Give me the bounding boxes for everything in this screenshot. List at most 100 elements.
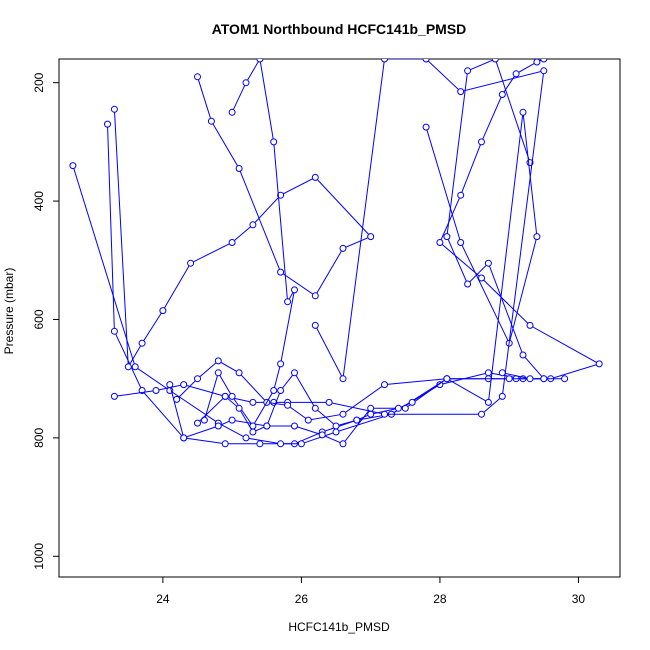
x-tick-label: 30 [572, 592, 586, 606]
data-point [124, 363, 132, 371]
data-point [311, 321, 319, 329]
data-point [110, 392, 118, 400]
data-point [436, 239, 444, 246]
data-point [484, 398, 492, 406]
data-point [457, 191, 465, 199]
data-point [484, 259, 492, 267]
data-point [533, 59, 541, 66]
data-point [422, 123, 430, 131]
data-point [194, 419, 201, 427]
series-line-5 [114, 59, 545, 415]
x-axis-label: HCFC141b_PMSD [288, 620, 390, 634]
series-line-1 [107, 59, 601, 445]
data-point [540, 375, 548, 383]
data-point [478, 138, 485, 146]
data-point [422, 59, 430, 63]
data-point [311, 173, 319, 181]
data-point [207, 117, 215, 125]
series-line-2 [72, 59, 545, 445]
data-point [194, 73, 201, 81]
data-point [325, 398, 333, 406]
data-point [277, 191, 285, 199]
data-point [235, 404, 243, 412]
data-point [381, 381, 388, 389]
data-point [526, 321, 534, 329]
data-point [277, 360, 285, 368]
data-point [187, 259, 195, 267]
data-point [457, 88, 465, 96]
data-point [443, 233, 451, 241]
data-point [297, 440, 305, 448]
data-point [159, 307, 167, 315]
data-point [339, 244, 347, 252]
y-axis: 200 400 600 800 1000 [32, 72, 59, 570]
data-point [277, 440, 285, 448]
data-point [498, 392, 506, 400]
data-point [110, 105, 118, 113]
y-tick-label: 1000 [32, 543, 46, 570]
data-point [526, 375, 534, 383]
y-tick-label: 600 [32, 309, 46, 329]
data-point [408, 398, 416, 406]
data-point [311, 404, 319, 412]
data-point [498, 369, 506, 377]
data-point [221, 440, 229, 448]
x-tick-label: 28 [433, 592, 447, 606]
series-group [69, 59, 603, 448]
y-tick-label: 400 [32, 191, 46, 211]
data-point [318, 431, 326, 439]
data-point [228, 108, 236, 116]
y-tick-label: 200 [32, 72, 46, 92]
data-point [291, 369, 298, 377]
data-point [277, 268, 285, 276]
data-point [367, 233, 375, 241]
data-point [339, 440, 347, 448]
data-point [540, 59, 548, 63]
data-point [235, 165, 243, 172]
data-point [180, 381, 188, 389]
data-point [478, 410, 485, 418]
data-point [464, 280, 472, 288]
data-point [277, 387, 285, 394]
data-point [595, 360, 603, 368]
data-point [311, 292, 319, 300]
data-point [228, 239, 236, 246]
data-point [235, 369, 243, 377]
data-point [242, 434, 250, 442]
data-point [498, 91, 506, 98]
data-point [256, 59, 264, 63]
data-point [214, 357, 222, 365]
data-point [491, 59, 499, 63]
data-point [540, 67, 548, 75]
y-tick-label: 800 [32, 428, 46, 448]
y-axis-label: Pressure (mbar) [2, 268, 16, 355]
data-point [443, 375, 451, 383]
data-point [512, 70, 520, 78]
data-point [249, 428, 257, 436]
data-point [505, 375, 513, 383]
data-point [249, 398, 257, 406]
data-point [394, 404, 402, 412]
x-tick-label: 26 [295, 592, 309, 606]
data-point [332, 428, 340, 436]
data-point [228, 392, 236, 400]
data-point [478, 274, 485, 282]
data-point [69, 162, 77, 170]
data-point [291, 422, 298, 430]
data-point [561, 375, 569, 383]
data-point [457, 239, 465, 246]
data-point [173, 395, 181, 403]
x-tick-label: 24 [156, 592, 170, 606]
data-point [242, 79, 250, 87]
series-line-3 [113, 76, 372, 369]
data-point [332, 422, 340, 430]
data-point [221, 392, 229, 400]
data-point [194, 375, 201, 383]
data-point [339, 375, 347, 383]
data-point [249, 221, 257, 229]
data-point [484, 369, 492, 377]
data-point [138, 339, 146, 347]
data-point [228, 416, 236, 424]
data-point [214, 422, 222, 430]
